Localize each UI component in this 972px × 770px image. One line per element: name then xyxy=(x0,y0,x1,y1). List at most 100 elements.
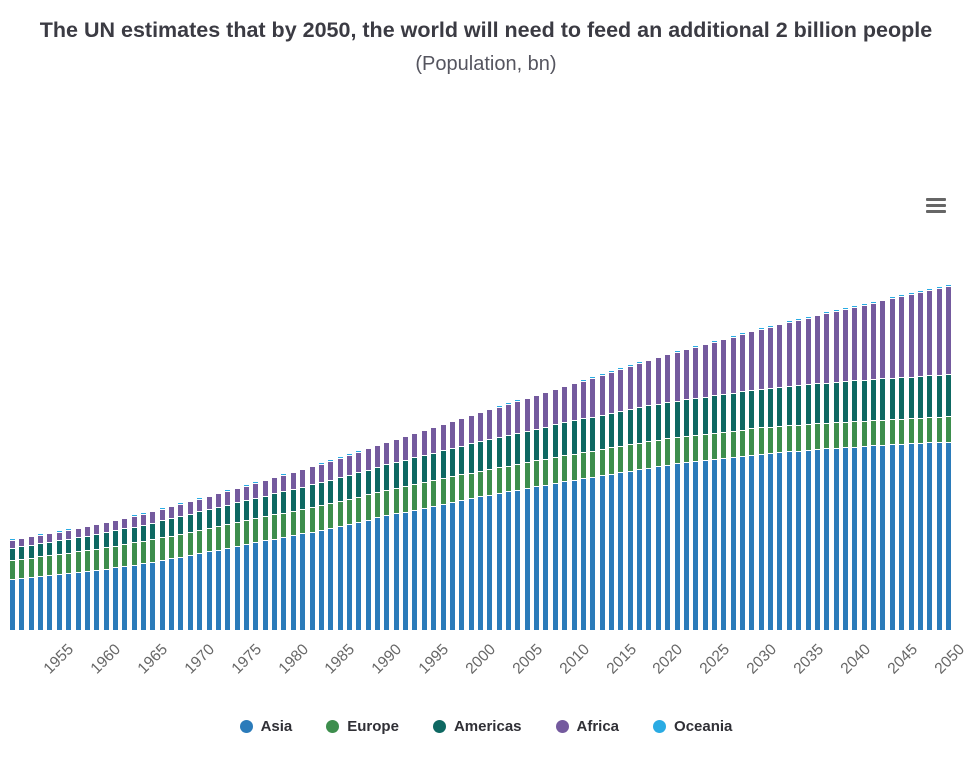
stacked-bar[interactable] xyxy=(917,291,923,630)
bar-segment-africa[interactable] xyxy=(693,347,699,399)
bar-segment-europe[interactable] xyxy=(243,520,249,545)
bar-segment-europe[interactable] xyxy=(56,554,62,576)
bar-segment-oceania[interactable] xyxy=(861,303,867,306)
bar-segment-asia[interactable] xyxy=(824,449,830,630)
bar-segment-africa[interactable] xyxy=(515,401,521,434)
bar-segment-asia[interactable] xyxy=(47,576,53,630)
stacked-bar[interactable] xyxy=(889,297,895,630)
bar-segment-oceania[interactable] xyxy=(571,383,577,385)
bar-segment-asia[interactable] xyxy=(749,455,755,630)
bar-segment-asia[interactable] xyxy=(384,516,390,630)
bar-segment-oceania[interactable] xyxy=(318,463,324,465)
bar-segment-africa[interactable] xyxy=(112,521,118,532)
bar-segment-oceania[interactable] xyxy=(805,316,811,319)
bar-segment-americas[interactable] xyxy=(552,425,558,459)
bar-segment-europe[interactable] xyxy=(590,451,596,478)
bar-segment-europe[interactable] xyxy=(403,486,409,513)
bar-segment-americas[interactable] xyxy=(758,389,764,429)
bar-segment-africa[interactable] xyxy=(927,291,933,377)
bar-segment-asia[interactable] xyxy=(365,520,371,630)
bar-segment-africa[interactable] xyxy=(28,537,34,546)
bar-segment-asia[interactable] xyxy=(56,575,62,630)
bar-segment-asia[interactable] xyxy=(590,477,596,630)
bar-segment-asia[interactable] xyxy=(861,446,867,630)
bar-segment-asia[interactable] xyxy=(917,443,923,630)
bar-segment-africa[interactable] xyxy=(506,404,512,436)
bar-segment-asia[interactable] xyxy=(496,494,502,630)
bar-segment-americas[interactable] xyxy=(290,490,296,512)
bar-segment-americas[interactable] xyxy=(524,431,530,464)
bar-segment-africa[interactable] xyxy=(234,489,240,504)
bar-segment-europe[interactable] xyxy=(28,558,34,579)
bar-segment-oceania[interactable] xyxy=(730,335,736,338)
bar-segment-africa[interactable] xyxy=(740,335,746,393)
bar-segment-americas[interactable] xyxy=(693,398,699,436)
stacked-bar[interactable] xyxy=(66,529,72,630)
bar-segment-americas[interactable] xyxy=(580,419,586,454)
bar-segment-africa[interactable] xyxy=(309,467,315,486)
bar-segment-asia[interactable] xyxy=(646,468,652,630)
bar-segment-oceania[interactable] xyxy=(66,529,72,531)
bar-segment-africa[interactable] xyxy=(814,316,820,385)
bar-segment-oceania[interactable] xyxy=(524,397,530,400)
bar-segment-africa[interactable] xyxy=(711,342,717,397)
bar-segment-europe[interactable] xyxy=(740,430,746,457)
bar-segment-africa[interactable] xyxy=(187,502,193,515)
bar-segment-oceania[interactable] xyxy=(768,325,774,328)
bar-segment-asia[interactable] xyxy=(758,454,764,630)
bar-segment-europe[interactable] xyxy=(281,513,287,538)
bar-segment-asia[interactable] xyxy=(571,480,577,630)
bar-segment-americas[interactable] xyxy=(917,376,923,419)
bar-segment-americas[interactable] xyxy=(534,429,540,462)
bar-segment-oceania[interactable] xyxy=(141,513,147,515)
bar-segment-oceania[interactable] xyxy=(945,285,951,288)
bar-segment-oceania[interactable] xyxy=(206,495,212,498)
bar-segment-europe[interactable] xyxy=(749,429,755,456)
bar-segment-europe[interactable] xyxy=(861,421,867,447)
bar-segment-oceania[interactable] xyxy=(496,406,502,408)
bar-segment-asia[interactable] xyxy=(234,546,240,630)
bar-segment-europe[interactable] xyxy=(927,418,933,444)
bar-segment-americas[interactable] xyxy=(609,413,614,449)
bar-segment-oceania[interactable] xyxy=(215,493,221,495)
bar-segment-africa[interactable] xyxy=(796,320,802,387)
bar-segment-oceania[interactable] xyxy=(197,498,203,500)
stacked-bar[interactable] xyxy=(842,307,848,630)
stacked-bar[interactable] xyxy=(19,537,25,630)
bar-segment-europe[interactable] xyxy=(693,435,699,463)
bar-segment-americas[interactable] xyxy=(796,386,802,426)
bar-segment-africa[interactable] xyxy=(262,481,268,497)
bar-segment-asia[interactable] xyxy=(468,499,474,630)
bar-segment-asia[interactable] xyxy=(337,527,343,630)
bar-segment-oceania[interactable] xyxy=(824,312,830,315)
bar-segment-asia[interactable] xyxy=(375,518,381,630)
stacked-bar[interactable] xyxy=(908,293,914,630)
bar-segment-americas[interactable] xyxy=(281,492,287,514)
stacked-bar[interactable] xyxy=(796,319,802,630)
bar-segment-europe[interactable] xyxy=(66,553,72,575)
bar-segment-europe[interactable] xyxy=(768,427,774,454)
bar-segment-americas[interactable] xyxy=(225,505,231,525)
stacked-bar[interactable] xyxy=(243,485,249,630)
bar-segment-americas[interactable] xyxy=(112,531,118,547)
bar-segment-oceania[interactable] xyxy=(375,444,381,447)
bar-segment-africa[interactable] xyxy=(899,297,905,379)
bar-segment-africa[interactable] xyxy=(169,507,175,520)
bar-segment-americas[interactable] xyxy=(141,525,147,542)
stacked-bar[interactable] xyxy=(627,365,633,630)
bar-segment-oceania[interactable] xyxy=(590,377,596,379)
stacked-bar[interactable] xyxy=(477,411,483,630)
stacked-bar[interactable] xyxy=(665,353,671,630)
bar-segment-americas[interactable] xyxy=(730,393,736,432)
stacked-bar[interactable] xyxy=(618,368,624,630)
stacked-bar[interactable] xyxy=(393,438,399,630)
bar-segment-europe[interactable] xyxy=(730,431,736,458)
bar-segment-africa[interactable] xyxy=(431,428,437,454)
bar-segment-africa[interactable] xyxy=(665,355,671,403)
bar-segment-africa[interactable] xyxy=(384,442,390,466)
bar-segment-europe[interactable] xyxy=(477,471,483,498)
bar-segment-europe[interactable] xyxy=(515,464,521,491)
stacked-bar[interactable] xyxy=(215,493,221,630)
bar-segment-americas[interactable] xyxy=(449,448,455,478)
bar-segment-asia[interactable] xyxy=(197,554,203,630)
